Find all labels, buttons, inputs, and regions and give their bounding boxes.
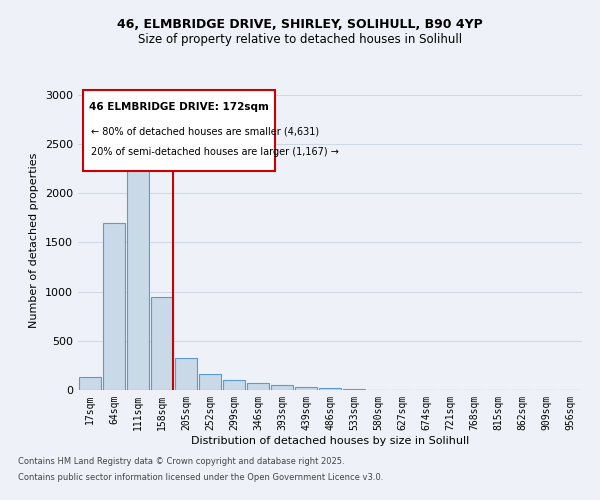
Bar (319, 388, 341, 390)
Bar (103, 223, 125, 390)
Bar (79, 377, 101, 390)
FancyBboxPatch shape (83, 90, 275, 171)
Y-axis label: Number of detached properties: Number of detached properties (29, 152, 40, 328)
Text: ← 80% of detached houses are smaller (4,631): ← 80% of detached houses are smaller (4,… (91, 126, 319, 136)
Bar (295, 387, 317, 390)
Text: 46, ELMBRIDGE DRIVE, SHIRLEY, SOLIHULL, B90 4YP: 46, ELMBRIDGE DRIVE, SHIRLEY, SOLIHULL, … (117, 18, 483, 30)
Bar (151, 296, 173, 390)
Bar (127, 154, 149, 390)
Text: Contains HM Land Registry data © Crown copyright and database right 2025.: Contains HM Land Registry data © Crown c… (18, 458, 344, 466)
Bar (223, 380, 245, 390)
Bar (247, 383, 269, 390)
Text: Contains public sector information licensed under the Open Government Licence v3: Contains public sector information licen… (18, 472, 383, 482)
Bar (271, 384, 293, 390)
Bar (199, 374, 221, 390)
Text: Size of property relative to detached houses in Solihull: Size of property relative to detached ho… (138, 32, 462, 46)
Bar (175, 358, 197, 390)
Text: 20% of semi-detached houses are larger (1,167) →: 20% of semi-detached houses are larger (… (91, 147, 338, 157)
Text: 46 ELMBRIDGE DRIVE: 172sqm: 46 ELMBRIDGE DRIVE: 172sqm (89, 102, 269, 112)
Bar (343, 389, 365, 390)
X-axis label: Distribution of detached houses by size in Solihull: Distribution of detached houses by size … (191, 436, 469, 446)
